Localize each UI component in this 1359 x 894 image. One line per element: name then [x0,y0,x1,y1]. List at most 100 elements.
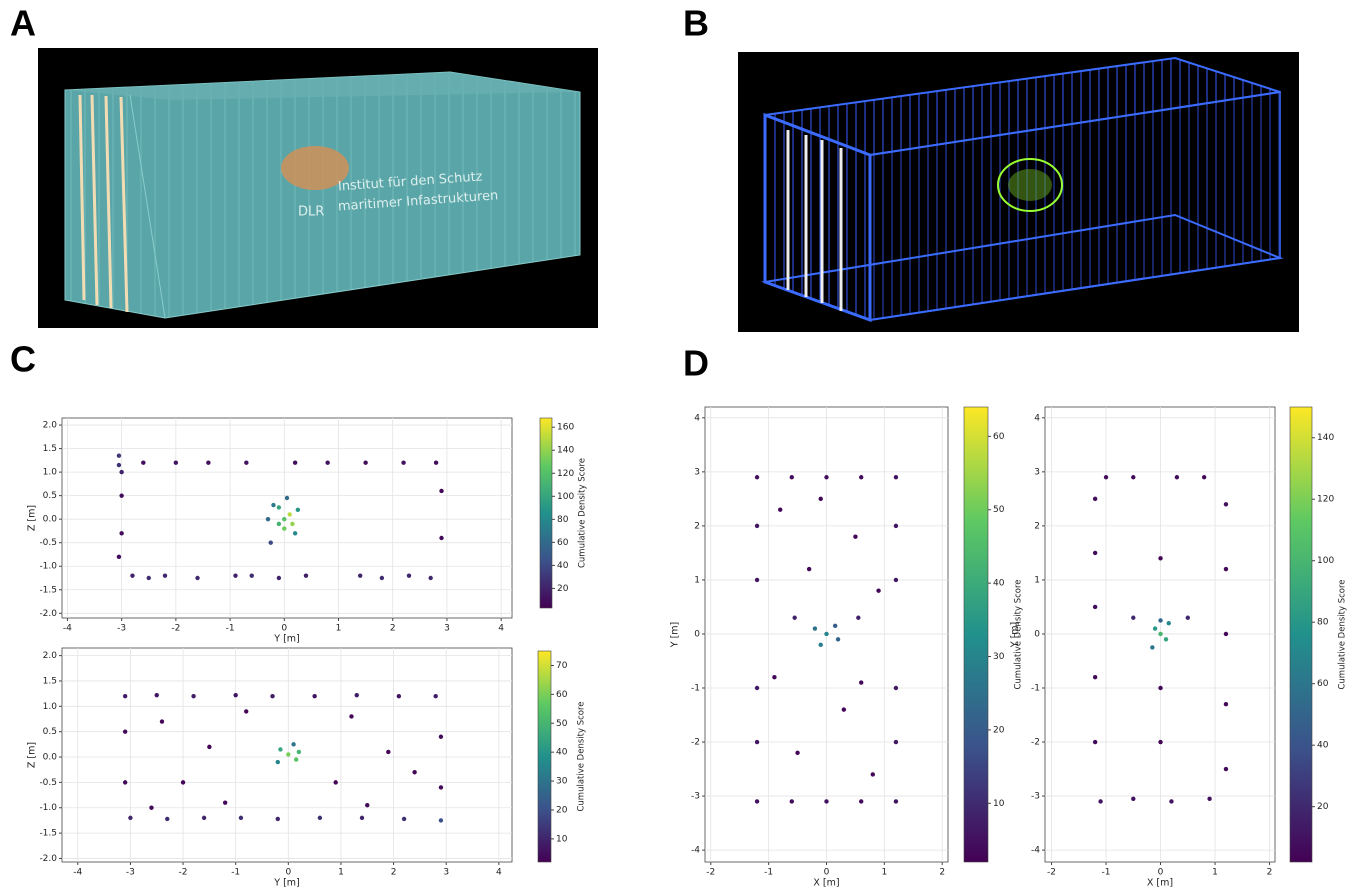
x-tick-label: 4 [496,868,502,878]
point [165,816,170,822]
point [122,780,128,785]
colorbar [539,417,553,609]
y-tick-label: 1.0 [43,468,58,478]
point [1163,637,1169,642]
y-tick-label: -1 [691,683,700,693]
y-tick-label: 2 [1034,521,1040,531]
point [287,512,292,517]
point [292,531,298,536]
colorbar-tick-label: 60 [1317,679,1329,689]
point [876,588,881,593]
point [406,573,412,578]
y-tick-label: -1.5 [39,829,57,839]
point [206,460,211,465]
point [859,680,864,685]
point [401,816,407,822]
x-axis-label: X [m] [1147,878,1173,889]
point [1158,631,1163,637]
point [1092,550,1098,556]
point [162,573,168,578]
panel-label: C [10,339,36,380]
colorbar-tick-label: 100 [557,492,574,502]
panel-label: A [10,3,36,44]
point [128,815,133,821]
colorbar-tick-label: 60 [993,432,1005,442]
point [1152,626,1158,631]
point [244,460,249,465]
colorbar [537,650,552,863]
point [159,719,165,724]
point [754,685,760,691]
y-tick-label: 3 [694,467,700,477]
point [275,816,280,822]
point [116,453,122,458]
x-tick-label: -3 [117,624,126,634]
colorbar-tick-label: 30 [993,652,1005,662]
colorbar-tick-label: 40 [993,579,1005,589]
y-axis-label: Z [m] [27,742,38,768]
point [233,692,238,698]
point [141,460,146,465]
point [180,780,186,785]
point [154,692,159,698]
point [1223,502,1229,507]
colorbar-tick-label: 120 [1317,495,1334,505]
point [292,460,298,465]
point [296,749,302,755]
colorbar-tick-label: 140 [1317,433,1334,443]
y-tick-label: 1 [1034,575,1040,585]
y-tick-label: 1.5 [43,676,57,686]
point [1131,615,1136,620]
x-tick-label: -1 [764,868,773,878]
panel-label: B [683,3,709,44]
x-tick-label: 2 [390,624,396,634]
point [1223,631,1229,637]
point [276,505,282,510]
point [1103,475,1109,480]
point [754,799,760,804]
point [401,460,406,465]
point [191,693,196,699]
point [119,469,124,475]
point [354,692,359,698]
point [870,772,875,777]
point [282,516,287,522]
panel-label: D [683,343,709,384]
x-tick-label: 0 [824,868,830,878]
point [1166,620,1171,626]
point [396,693,402,699]
x-tick-label: 1 [336,624,342,634]
y-tick-label: -0.5 [39,538,57,548]
point [824,799,829,804]
colorbar-tick-label: 20 [1317,802,1329,812]
point [294,757,299,762]
render-b [738,52,1299,332]
point [333,780,338,785]
render-logo: DLR [298,205,324,220]
x-tick-label: -2 [1047,868,1056,878]
point [249,573,254,578]
y-tick-label: -1 [1031,683,1040,693]
point [276,521,282,527]
colorbar-tick-label: 20 [557,584,569,594]
y-tick-label: -1.0 [39,803,57,813]
point [893,799,899,804]
y-tick-label: -2.0 [39,609,57,619]
point [357,573,363,578]
y-axis-label: Y [m] [670,622,681,649]
point [856,615,861,620]
y-tick-label: -1.0 [39,562,57,572]
y-tick-label: 0.0 [43,515,58,525]
point [832,623,838,629]
colorbar-tick-label: 160 [557,423,574,433]
point [859,475,864,480]
point [195,575,200,581]
point [433,693,438,699]
point [795,750,800,756]
colorbar-tick-label: 140 [557,446,574,456]
point [893,475,899,480]
point [291,742,296,747]
x-tick-label: 2 [391,868,397,878]
point [893,739,899,745]
